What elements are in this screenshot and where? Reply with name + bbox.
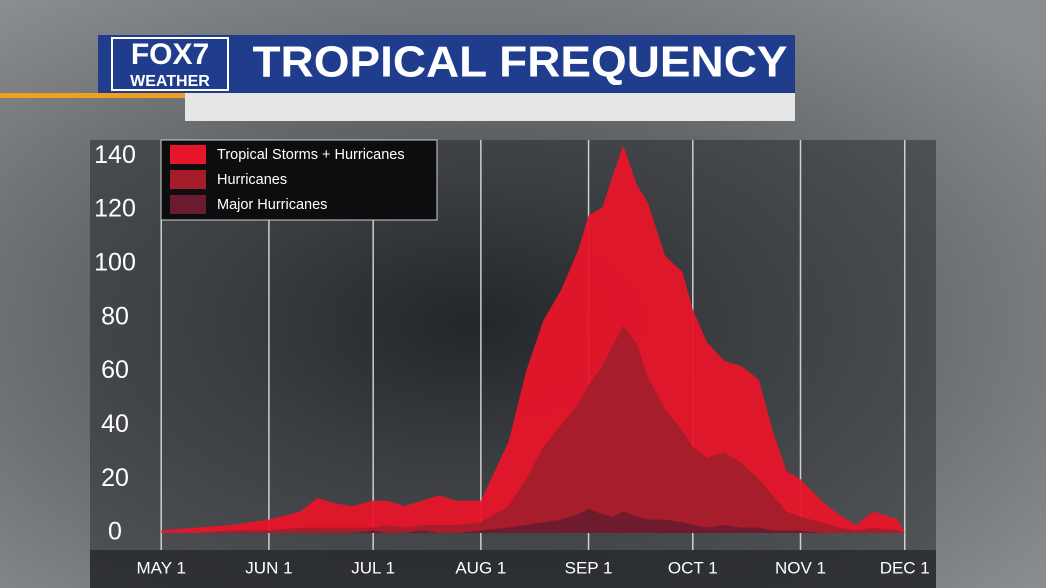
chart-title: TROPICAL FREQUENCY [253,38,788,87]
legend-box [160,139,438,221]
accent-line [0,93,185,98]
x-tick-label: NOV 1 [775,558,826,577]
logo-brand: FOX7 [131,38,209,71]
area [161,508,905,534]
x-tick-label: JUL 1 [351,558,395,577]
legend-label: Hurricanes [217,172,287,188]
y-tick-label: 100 [94,248,136,276]
y-tick-label: 80 [101,302,129,330]
y-tick-label: 40 [101,410,129,438]
area [161,145,905,534]
logo-sub: WEATHER [130,73,210,90]
x-tick-label: SEP 1 [565,558,613,577]
legend-label: Major Hurricanes [217,197,327,213]
x-tick-label: MAY 1 [136,558,185,577]
sub-bar [185,93,795,121]
y-tick-label: 120 [94,195,136,223]
x-tick-label: AUG 1 [455,558,506,577]
legend-label: Tropical Storms + Hurricanes [217,147,405,163]
x-axis-band [90,550,936,588]
y-tick-label: 0 [108,518,122,546]
y-tick-label: 60 [101,356,129,384]
y-tick-label: 20 [101,464,129,492]
legend-swatch [170,170,206,189]
x-tick-label: JUN 1 [245,558,292,577]
logo-box [111,37,229,91]
x-tick-label: DEC 1 [880,558,930,577]
legend-swatch [170,145,206,164]
area [161,325,905,534]
x-tick-label: OCT 1 [668,558,718,577]
y-tick-label: 140 [94,141,136,169]
legend-swatch [170,195,206,214]
